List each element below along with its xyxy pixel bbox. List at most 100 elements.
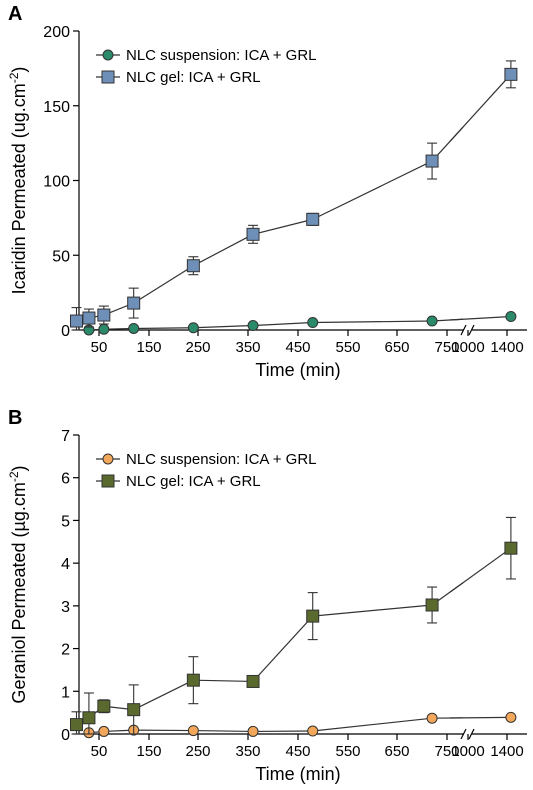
data-point	[425, 154, 439, 168]
x-axis-title: Time (min)	[255, 764, 340, 784]
series-line-segment	[193, 324, 254, 329]
y-tick-label: 3	[61, 599, 70, 616]
data-point	[247, 725, 259, 737]
y-tick-label: 6	[61, 471, 70, 488]
series-line-segment	[449, 547, 512, 593]
y-axis-title: Icaridin Permeated (ug.cm-2)	[7, 67, 29, 295]
x-tick-label: 50	[91, 339, 108, 356]
data-point	[505, 311, 517, 323]
data-point	[69, 718, 83, 732]
series-line-segment	[449, 73, 512, 142]
y-axis-title-close: )	[9, 465, 29, 471]
x-tick-label: 1000	[451, 339, 484, 356]
panel-label: B	[8, 407, 22, 429]
y-tick-label: 0	[61, 727, 70, 744]
x-axis-break-mark	[460, 324, 467, 336]
legend-marker	[102, 49, 114, 61]
y-axis-title: Geraniol Permeated (µg.cm-2)	[7, 465, 29, 703]
series-line-segment	[193, 729, 254, 733]
legend-marker	[101, 70, 115, 84]
y-tick-label: 7	[61, 428, 70, 445]
x-tick-label: 1000	[451, 743, 484, 760]
series-line-segment	[193, 233, 254, 267]
x-tick-label: 250	[185, 743, 210, 760]
series-line-segment	[133, 327, 194, 330]
data-point	[186, 673, 200, 687]
legend-label: NLC suspension: ICA + GRL	[126, 451, 317, 468]
series-line-segment	[193, 679, 254, 683]
panel-a: A 0 50 100 150 200 50 150 250 350 450 550 650 7501000…	[7, 3, 527, 380]
x-tick-label: 250	[185, 339, 210, 356]
legend-marker	[101, 474, 115, 488]
x-tick-label: 150	[136, 743, 161, 760]
data-point	[504, 67, 518, 81]
x-tick-label: 450	[285, 743, 310, 760]
x-tick-label: 550	[335, 339, 360, 356]
data-point	[247, 320, 259, 332]
x-tick-label: 450	[285, 339, 310, 356]
y-tick-label: 4	[61, 556, 70, 573]
series-line-segment	[253, 321, 313, 327]
y-tick-label: 100	[43, 174, 70, 191]
series-line-segment	[312, 160, 433, 220]
y-tick-label: 200	[43, 24, 70, 41]
data-point	[69, 314, 83, 328]
legend-marker	[102, 453, 114, 465]
y-axis-title-close: )	[9, 67, 29, 73]
data-point	[246, 227, 260, 241]
data-point	[127, 296, 141, 310]
panel-label: A	[8, 3, 22, 25]
series-line-segment	[133, 265, 194, 304]
y-axis-title-superscript: -2	[7, 471, 21, 482]
data-point	[82, 311, 96, 325]
x-axis-break-mark	[468, 324, 475, 336]
x-axis-break-mark	[468, 728, 475, 740]
x-axis-title: Time (min)	[255, 360, 340, 380]
x-tick-label: 550	[335, 743, 360, 760]
data-point	[97, 308, 111, 322]
x-tick-label: 350	[235, 339, 260, 356]
series-line-segment	[312, 717, 433, 732]
data-point	[307, 725, 319, 737]
data-point	[426, 315, 438, 327]
series-line-segment	[312, 320, 433, 324]
data-point	[505, 711, 517, 723]
legend-label: NLC suspension: ICA + GRL	[126, 47, 317, 64]
series-line-segment	[449, 315, 511, 321]
series-line-segment	[133, 679, 194, 711]
x-tick-label: 650	[384, 339, 409, 356]
y-tick-label: 0	[61, 323, 70, 340]
data-point	[97, 699, 111, 713]
data-point	[186, 259, 200, 273]
data-point	[98, 725, 110, 737]
data-point	[307, 317, 319, 329]
data-point	[306, 609, 320, 623]
data-point	[98, 323, 110, 335]
data-point	[246, 674, 260, 688]
legend-label: NLC gel: ICA + GRL	[126, 473, 261, 490]
data-point	[426, 712, 438, 724]
x-tick-label: 650	[384, 743, 409, 760]
data-point	[128, 323, 140, 335]
x-tick-label: 50	[91, 743, 108, 760]
legend-label: NLC gel: ICA + GRL	[126, 69, 261, 86]
x-tick-label: 350	[235, 743, 260, 760]
data-point	[82, 711, 96, 725]
data-point	[187, 322, 199, 334]
x-axis-break-mark	[460, 728, 467, 740]
x-tick-label: 750	[434, 743, 459, 760]
x-tick-label: 1400	[490, 743, 523, 760]
y-tick-label: 5	[61, 513, 70, 530]
y-axis-title-main: Geraniol Permeated (µg.cm	[9, 482, 29, 703]
x-tick-label: 1400	[490, 339, 523, 356]
series-line-segment	[449, 716, 511, 719]
series-line-segment	[252, 218, 313, 235]
series-line-segment	[252, 615, 314, 682]
data-point	[187, 725, 199, 737]
x-tick-label: 750	[434, 339, 459, 356]
data-point	[425, 598, 439, 612]
data-point	[504, 541, 518, 555]
y-tick-label: 2	[61, 642, 70, 659]
